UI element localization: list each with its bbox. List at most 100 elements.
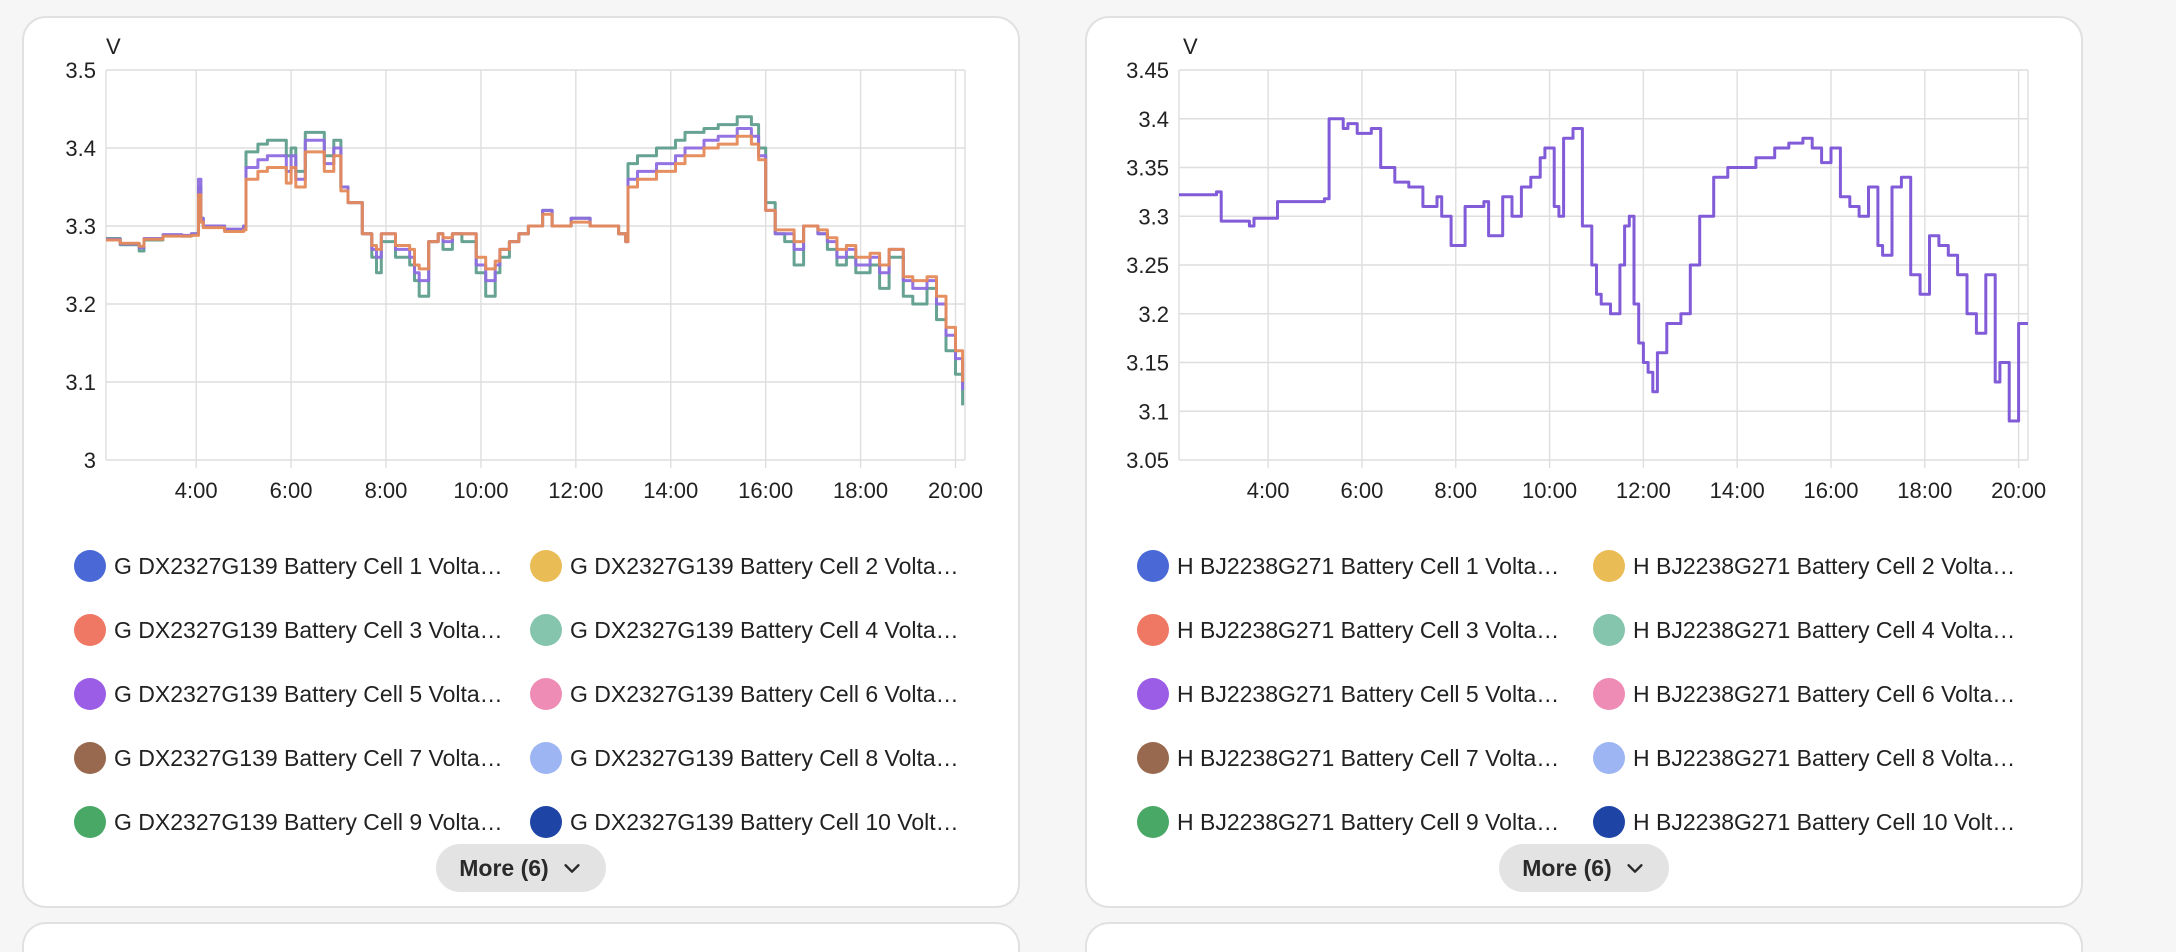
legend-label: H BJ2238G271 Battery Cell 10 Volt… bbox=[1633, 808, 2016, 835]
x-tick-label: 6:00 bbox=[270, 478, 313, 503]
legend-item[interactable]: G DX2327G139 Battery Cell 2 Volta… bbox=[530, 534, 986, 598]
x-tick-label: 4:00 bbox=[175, 478, 218, 503]
legend-color-dot bbox=[74, 614, 106, 646]
legend-color-dot bbox=[74, 742, 106, 774]
y-tick-label: 3.3 bbox=[65, 214, 96, 239]
legend-label: G DX2327G139 Battery Cell 7 Volta… bbox=[114, 744, 503, 771]
x-tick-label: 16:00 bbox=[738, 478, 793, 503]
y-tick-label: 3.4 bbox=[1138, 107, 1169, 132]
y-tick-label: 3.35 bbox=[1126, 156, 1169, 181]
legend-color-dot bbox=[1593, 614, 1625, 646]
x-tick-label: 6:00 bbox=[1341, 478, 1384, 503]
legend-label: G DX2327G139 Battery Cell 9 Volta… bbox=[114, 808, 503, 835]
legend-item[interactable]: H BJ2238G271 Battery Cell 2 Volta… bbox=[1593, 534, 2049, 598]
voltage-chart-h[interactable]: V 3.05 3.1 3.15 3.2 3.25 3.3 3.35 3.4 3.45 4:00 6:0… bbox=[1087, 18, 2081, 518]
legend-label: H BJ2238G271 Battery Cell 5 Volta… bbox=[1177, 680, 1560, 707]
legend-item[interactable]: G DX2327G139 Battery Cell 9 Volta… bbox=[74, 790, 530, 854]
x-tick-label: 10:00 bbox=[1522, 478, 1577, 503]
legend-label: G DX2327G139 Battery Cell 5 Volta… bbox=[114, 680, 503, 707]
legend-item[interactable]: H BJ2238G271 Battery Cell 3 Volta… bbox=[1137, 598, 1593, 662]
y-tick-label: 3.05 bbox=[1126, 448, 1169, 473]
legend-color-dot bbox=[1593, 742, 1625, 774]
battery-cells-g-card: V 3 3.1 3.2 3.3 3.4 3.5 4:00 6:00 8:00 10:00 12:00 1… bbox=[22, 16, 1020, 908]
next-card-top bbox=[1085, 922, 2083, 952]
legend-item[interactable]: G DX2327G139 Battery Cell 1 Volta… bbox=[74, 534, 530, 598]
legend-label: H BJ2238G271 Battery Cell 1 Volta… bbox=[1177, 552, 1560, 579]
legend-item[interactable]: H BJ2238G271 Battery Cell 10 Volt… bbox=[1593, 790, 2049, 854]
legend-color-dot bbox=[74, 678, 106, 710]
legend-color-dot bbox=[530, 678, 562, 710]
x-tick-label: 12:00 bbox=[1616, 478, 1671, 503]
y-tick-label: 3.15 bbox=[1126, 351, 1169, 376]
more-series-button[interactable]: More (6) bbox=[436, 844, 606, 892]
legend-item[interactable]: H BJ2238G271 Battery Cell 5 Volta… bbox=[1137, 662, 1593, 726]
battery-cells-h-card: V 3.05 3.1 3.15 3.2 3.25 3.3 3.35 3.4 3.45 4:00 6:0… bbox=[1085, 16, 2083, 908]
legend-label: H BJ2238G271 Battery Cell 6 Volta… bbox=[1633, 680, 2016, 707]
legend-item[interactable]: H BJ2238G271 Battery Cell 9 Volta… bbox=[1137, 790, 1593, 854]
x-tick-label: 4:00 bbox=[1247, 478, 1290, 503]
legend-color-dot bbox=[1137, 806, 1169, 838]
x-tick-label: 14:00 bbox=[1710, 478, 1765, 503]
x-tick-label: 20:00 bbox=[928, 478, 983, 503]
y-tick-label: 3.25 bbox=[1126, 253, 1169, 278]
legend-item[interactable]: G DX2327G139 Battery Cell 6 Volta… bbox=[530, 662, 986, 726]
y-tick-label: 3.1 bbox=[1138, 399, 1169, 424]
series-line bbox=[1179, 117, 2028, 423]
legend-label: G DX2327G139 Battery Cell 3 Volta… bbox=[114, 616, 503, 643]
legend-label: H BJ2238G271 Battery Cell 9 Volta… bbox=[1177, 808, 1560, 835]
legend-item[interactable]: G DX2327G139 Battery Cell 7 Volta… bbox=[74, 726, 530, 790]
x-tick-label: 20:00 bbox=[1991, 478, 2046, 503]
legend-label: H BJ2238G271 Battery Cell 8 Volta… bbox=[1633, 744, 2016, 771]
legend-color-dot bbox=[1137, 742, 1169, 774]
y-tick-label: 3.45 bbox=[1126, 58, 1169, 83]
next-card-top bbox=[22, 922, 1020, 952]
legend-color-dot bbox=[530, 614, 562, 646]
legend-color-dot bbox=[74, 550, 106, 582]
legend-color-dot bbox=[74, 806, 106, 838]
legend-label: H BJ2238G271 Battery Cell 2 Volta… bbox=[1633, 552, 2016, 579]
x-tick-label: 8:00 bbox=[365, 478, 408, 503]
y-tick-label: 3.3 bbox=[1138, 204, 1169, 229]
x-tick-label: 18:00 bbox=[1897, 478, 1952, 503]
x-tick-label: 10:00 bbox=[453, 478, 508, 503]
more-button-label: More (6) bbox=[459, 854, 549, 881]
y-tick-label: 3 bbox=[84, 448, 96, 473]
legend-label: G DX2327G139 Battery Cell 8 Volta… bbox=[570, 744, 959, 771]
legend-color-dot bbox=[530, 550, 562, 582]
legend-item[interactable]: G DX2327G139 Battery Cell 8 Volta… bbox=[530, 726, 986, 790]
y-tick-label: 3.5 bbox=[65, 58, 96, 83]
x-tick-label: 8:00 bbox=[1434, 478, 1477, 503]
more-series-button[interactable]: More (6) bbox=[1499, 844, 1669, 892]
voltage-chart-g[interactable]: V 3 3.1 3.2 3.3 3.4 3.5 4:00 6:00 8:00 10:00 12:00 1… bbox=[24, 18, 1018, 518]
series-line bbox=[106, 115, 965, 406]
legend-color-dot bbox=[1137, 678, 1169, 710]
legend-item[interactable]: G DX2327G139 Battery Cell 5 Volta… bbox=[74, 662, 530, 726]
legend-item[interactable]: H BJ2238G271 Battery Cell 1 Volta… bbox=[1137, 534, 1593, 598]
x-tick-label: 16:00 bbox=[1803, 478, 1858, 503]
legend-item[interactable]: H BJ2238G271 Battery Cell 6 Volta… bbox=[1593, 662, 2049, 726]
chevron-down-icon bbox=[1627, 864, 1643, 873]
legend-item[interactable]: G DX2327G139 Battery Cell 3 Volta… bbox=[74, 598, 530, 662]
legend-color-dot bbox=[1137, 614, 1169, 646]
legend-item[interactable]: H BJ2238G271 Battery Cell 7 Volta… bbox=[1137, 726, 1593, 790]
legend-label: H BJ2238G271 Battery Cell 4 Volta… bbox=[1633, 616, 2016, 643]
legend-item[interactable]: G DX2327G139 Battery Cell 10 Volt… bbox=[530, 790, 986, 854]
legend-color-dot bbox=[1593, 806, 1625, 838]
legend-item[interactable]: H BJ2238G271 Battery Cell 4 Volta… bbox=[1593, 598, 2049, 662]
x-tick-label: 12:00 bbox=[548, 478, 603, 503]
chart-legend: H BJ2238G271 Battery Cell 1 Volta… H BJ22… bbox=[1137, 534, 2057, 854]
legend-label: G DX2327G139 Battery Cell 1 Volta… bbox=[114, 552, 503, 579]
legend-color-dot bbox=[530, 806, 562, 838]
legend-color-dot bbox=[1137, 550, 1169, 582]
y-tick-label: 3.1 bbox=[65, 370, 96, 395]
legend-color-dot bbox=[1593, 678, 1625, 710]
series-line bbox=[106, 134, 965, 382]
legend-item[interactable]: H BJ2238G271 Battery Cell 8 Volta… bbox=[1593, 726, 2049, 790]
chart-legend: G DX2327G139 Battery Cell 1 Volta… G DX23… bbox=[74, 534, 994, 854]
x-tick-label: 18:00 bbox=[833, 478, 888, 503]
chevron-down-icon bbox=[564, 864, 580, 873]
legend-label: G DX2327G139 Battery Cell 10 Volt… bbox=[570, 808, 959, 835]
y-unit-label: V bbox=[106, 34, 121, 59]
legend-label: G DX2327G139 Battery Cell 6 Volta… bbox=[570, 680, 959, 707]
legend-item[interactable]: G DX2327G139 Battery Cell 4 Volta… bbox=[530, 598, 986, 662]
